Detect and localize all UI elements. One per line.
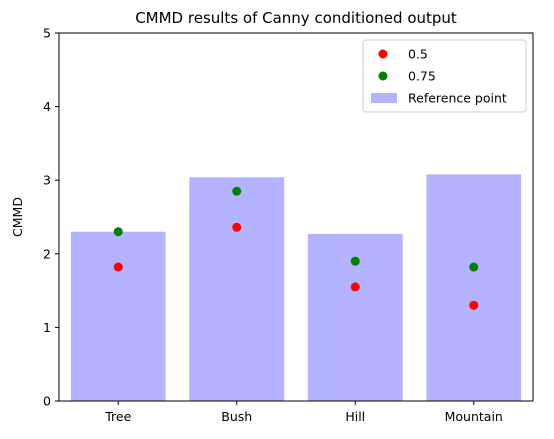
y-tick-label: 2 (43, 246, 51, 261)
x-tick-label: Bush (221, 409, 252, 424)
point-series-b-hill (350, 256, 360, 266)
point-series-b-mountain (469, 262, 479, 272)
y-tick-label: 1 (43, 320, 51, 335)
x-tick-label: Tree (104, 409, 131, 424)
legend-label-series-a: 0.5 (408, 47, 428, 62)
legend-marker-series-b (378, 71, 388, 81)
y-axis-label: CMMD (10, 197, 25, 237)
point-series-b-bush (232, 186, 242, 196)
point-series-a-tree (113, 262, 123, 272)
point-series-a-mountain (469, 300, 479, 310)
axes-frame (58, 32, 534, 402)
point-series-b-tree (113, 227, 123, 237)
bar-bush (189, 177, 285, 401)
y-tick-label: 0 (43, 394, 51, 409)
legend-box (362, 39, 527, 113)
bar-tree (70, 231, 166, 401)
x-tick-label: Mountain (445, 409, 503, 424)
legend-label-reference: Reference point (408, 91, 507, 106)
legend-marker-series-a (378, 49, 388, 59)
y-tick-label: 3 (43, 173, 51, 188)
y-tick-label: 5 (43, 26, 51, 41)
point-series-a-bush (232, 222, 242, 232)
point-series-a-hill (350, 282, 360, 292)
plot-area: 0 1 2 3 4 5 Tree Bush Hill Mountain 0.5 0.75 Referen… (43, 26, 534, 424)
y-tick-label: 4 (43, 99, 51, 114)
legend-label-series-b: 0.75 (408, 69, 436, 84)
chart-title: CMMD results of Canny conditioned output (135, 9, 457, 27)
bar-mountain (426, 174, 522, 401)
legend-marker-reference (371, 93, 397, 103)
x-tick-label: Hill (345, 409, 365, 424)
